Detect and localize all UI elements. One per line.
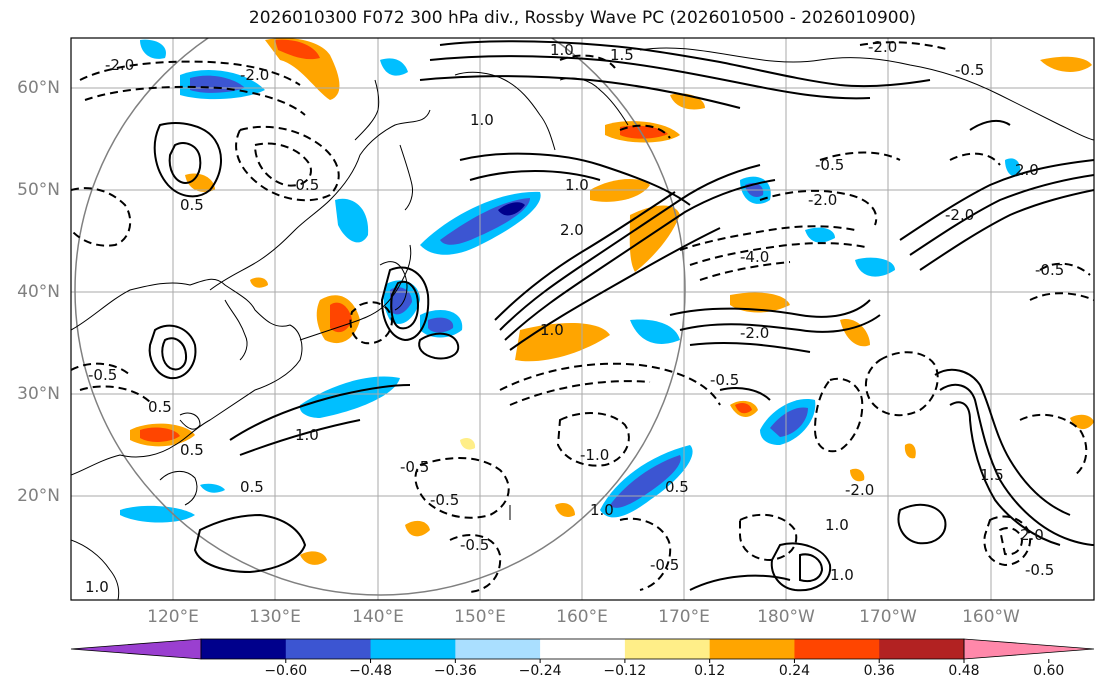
lat-tick-label: 30°N bbox=[17, 384, 60, 404]
lon-tick-label: 120°E bbox=[147, 607, 199, 627]
contour-label: -2.0 bbox=[808, 191, 837, 209]
lat-tick-label: 60°N bbox=[17, 78, 60, 98]
contour-label: 2.0 bbox=[1020, 526, 1044, 544]
contour-label: -2.0 bbox=[868, 38, 897, 56]
contour-label: 2.0 bbox=[560, 221, 584, 239]
contour-label: 1.0 bbox=[830, 566, 854, 584]
contour-label: 0.5 bbox=[180, 441, 204, 459]
contour-label: 1.0 bbox=[470, 111, 494, 129]
lat-tick-label: 40°N bbox=[17, 282, 60, 302]
contour-label: 2.0 bbox=[1015, 161, 1039, 179]
lon-tick-label: 130°E bbox=[249, 607, 301, 627]
contour-label: -0.5 bbox=[815, 156, 844, 174]
contour-label: 0.5 bbox=[148, 398, 172, 416]
lon-tick-label: 160°W bbox=[962, 607, 1020, 627]
contour-label: 1.5 bbox=[980, 466, 1004, 484]
contour-label: -0.5 bbox=[400, 458, 429, 476]
contour-label: -2.0 bbox=[240, 66, 269, 84]
contour-label: 1.0 bbox=[825, 516, 849, 534]
contour-label: -2.0 bbox=[845, 481, 874, 499]
contour-label: -0.5 bbox=[1025, 561, 1054, 579]
contour-label: 0.5 bbox=[665, 478, 689, 496]
colorbar-tick-label: −0.48 bbox=[349, 663, 392, 679]
lat-tick-label: 50°N bbox=[17, 180, 60, 200]
colorbar-tick-label: 0.48 bbox=[948, 663, 980, 679]
contour-label: 1.0 bbox=[565, 176, 589, 194]
divergence-shading bbox=[120, 38, 1094, 565]
reference-circle bbox=[74, 38, 686, 596]
contour-label: -0.5 bbox=[430, 491, 459, 509]
lon-tick-label: 170°E bbox=[658, 607, 710, 627]
contour-label: -0.5 bbox=[460, 536, 489, 554]
contour-label: 1.5 bbox=[610, 46, 634, 64]
contour-label: -4.0 bbox=[740, 248, 769, 266]
contour-label: -2.0 bbox=[105, 56, 134, 74]
lat-tick-label: 20°N bbox=[17, 486, 60, 506]
lon-tick-label: 160°E bbox=[556, 607, 608, 627]
colorbar-tick-label: −0.36 bbox=[433, 663, 477, 679]
contour-label: 1.0 bbox=[295, 426, 319, 444]
map-title: 2026010300 F072 300 hPa div., Rossby Wav… bbox=[248, 8, 917, 28]
map-frame bbox=[70, 37, 1095, 601]
colorbar-tick-label: −0.24 bbox=[518, 663, 562, 679]
contour-label: 0.5 bbox=[240, 478, 264, 496]
contour-label: 1.0 bbox=[540, 321, 564, 339]
contour-label: -2.0 bbox=[945, 206, 974, 224]
lon-tick-label: 180°W bbox=[757, 607, 815, 627]
contour-label: -1.0 bbox=[580, 446, 609, 464]
contour-label: -0.5 bbox=[88, 366, 117, 384]
negative-contours bbox=[71, 41, 1094, 593]
contour-label: -0.5 bbox=[650, 556, 679, 574]
contour-label: -0.5 bbox=[1035, 261, 1064, 279]
graticule bbox=[71, 38, 1094, 600]
contour-label: -0.5 bbox=[955, 61, 984, 79]
contour-label: 0.5 bbox=[180, 196, 204, 214]
colorbar-tick-label: 0.60 bbox=[1033, 663, 1065, 679]
contour-label: -0.5 bbox=[290, 176, 319, 194]
lon-tick-label: 140°E bbox=[352, 607, 404, 627]
coastlines bbox=[71, 47, 1094, 600]
colorbar-tick-label: 0.24 bbox=[778, 663, 811, 679]
colorbar-tick-label: −0.12 bbox=[603, 663, 647, 679]
contour-label: 1.0 bbox=[550, 41, 574, 59]
contour-labels: -2.0 -2.0 1.0 -2.0 1.5 -0.5 1.0 -0.5 2.0… bbox=[85, 38, 1064, 596]
contour-label: -2.0 bbox=[740, 324, 769, 342]
colorbar-tick-label: 0.12 bbox=[694, 663, 726, 679]
rossby-wave-contours bbox=[148, 40, 1094, 592]
lon-tick-label: 170°W bbox=[859, 607, 917, 627]
contour-label: 1.0 bbox=[85, 578, 109, 596]
colorbar-tick-label: −0.60 bbox=[264, 663, 308, 679]
colorbar-tick-label: 0.36 bbox=[863, 663, 895, 679]
contour-label: 1.0 bbox=[590, 501, 614, 519]
contour-label: -0.5 bbox=[710, 371, 739, 389]
lon-tick-label: 150°E bbox=[454, 607, 506, 627]
